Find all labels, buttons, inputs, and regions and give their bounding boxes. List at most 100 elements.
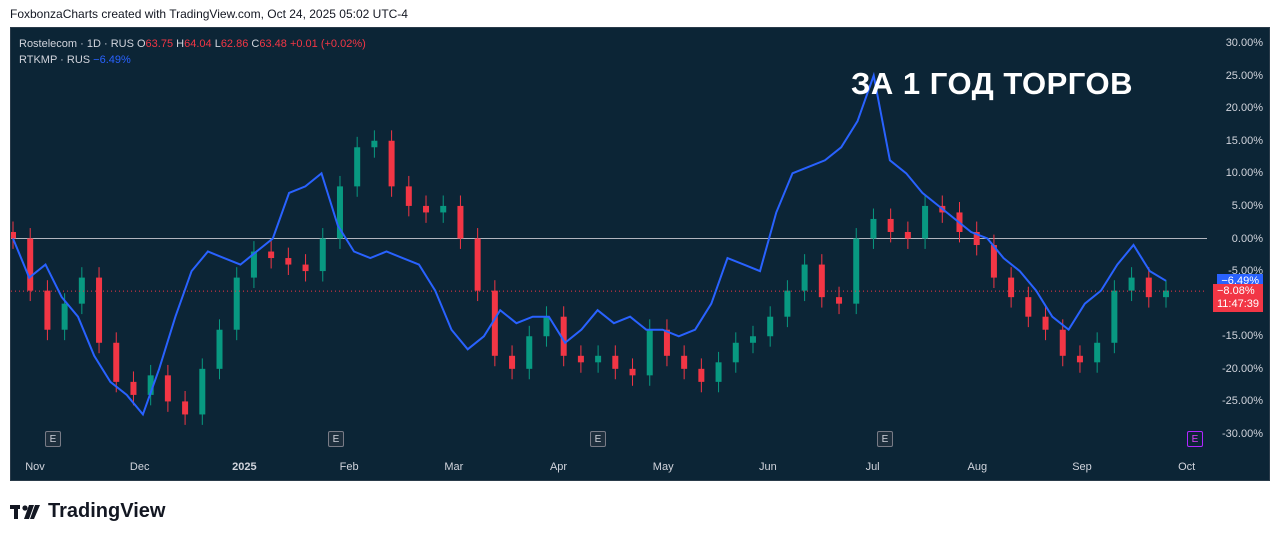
- candle: [612, 345, 619, 380]
- x-tick-label: Aug: [967, 461, 988, 473]
- main-symbol: Rostelecom · 1D · RUS: [19, 38, 134, 50]
- candle: [113, 332, 120, 393]
- time-scale[interactable]: NovDec2025FebMarAprMayJunJulAugSepOctNov: [11, 455, 1207, 480]
- candle: [96, 267, 103, 354]
- x-tick-label: Nov: [25, 461, 45, 473]
- low-value: 62.86: [220, 38, 249, 50]
- candle: [371, 130, 378, 158]
- candle: [354, 136, 361, 197]
- candle: [973, 221, 980, 256]
- compare-series-line: [12, 71, 1167, 417]
- x-tick-label: Jun: [759, 461, 777, 473]
- candle: [1094, 332, 1101, 373]
- x-tick-label: Jul: [865, 461, 880, 473]
- y-tick-label: 10.00%: [1225, 167, 1263, 180]
- candle: [715, 351, 722, 393]
- candle: [336, 175, 343, 249]
- plot-area[interactable]: [11, 28, 1207, 455]
- y-tick-label: 15.00%: [1225, 134, 1263, 147]
- tradingview-footer: TradingView: [10, 500, 165, 523]
- y-tick-label: 25.00%: [1225, 69, 1263, 82]
- tradingview-brand: TradingView: [48, 500, 166, 522]
- price-chart-svg[interactable]: [11, 28, 1207, 455]
- open-value: 63.75: [145, 38, 174, 50]
- candle: [1163, 280, 1169, 308]
- candle: [1042, 306, 1049, 341]
- legend: Rostelecom · 1D · RUS O63.75 H64.04 L62.…: [19, 36, 366, 68]
- candle: [801, 254, 808, 302]
- x-tick-label: Apr: [549, 461, 568, 473]
- candle: [732, 332, 739, 373]
- main-price-value: −8.08%: [1216, 285, 1255, 298]
- candle: [767, 306, 774, 347]
- chart-annotation: ЗА 1 ГОД ТОРГОВ: [851, 66, 1133, 101]
- x-tick-label: May: [652, 461, 674, 473]
- compare-symbol: RTKMP · RUS: [19, 54, 91, 66]
- chart-caption: FoxbonzaCharts created with TradingView.…: [10, 7, 408, 21]
- earnings-marker-icon[interactable]: E: [328, 431, 344, 447]
- candle: [663, 319, 670, 367]
- x-tick-label: Oct: [1178, 461, 1196, 473]
- candle: [44, 280, 51, 341]
- y-tick-label: -20.00%: [1222, 362, 1263, 375]
- y-tick-label: 0.00%: [1231, 232, 1263, 245]
- x-tick-label: 2025: [232, 461, 257, 473]
- candle: [853, 228, 860, 315]
- candle: [285, 247, 292, 275]
- candle: [130, 371, 137, 406]
- earnings-marker-icon[interactable]: E: [45, 431, 61, 447]
- y-tick-label: 20.00%: [1225, 102, 1263, 115]
- x-tick-label: Mar: [444, 461, 464, 473]
- candle: [474, 228, 481, 302]
- candle: [577, 345, 584, 373]
- y-tick-label: 5.00%: [1231, 199, 1263, 212]
- candle: [405, 175, 412, 217]
- candle: [1059, 319, 1066, 367]
- candle: [560, 306, 567, 367]
- legend-compare-row[interactable]: RTKMP · RUS −6.49%: [19, 52, 366, 68]
- candle: [543, 306, 550, 347]
- candle: [147, 364, 154, 406]
- candle: [887, 208, 894, 243]
- candle: [526, 325, 533, 380]
- candle: [922, 195, 929, 249]
- y-tick-label: -15.00%: [1222, 330, 1263, 343]
- candle: [78, 267, 85, 315]
- x-tick-label: Sep: [1072, 461, 1092, 473]
- candle: [629, 358, 636, 386]
- candle: [698, 358, 705, 393]
- candle: [509, 345, 516, 380]
- candle: [216, 319, 223, 380]
- upcoming-earnings-marker-icon[interactable]: E: [1187, 431, 1203, 447]
- candle: [1145, 267, 1152, 308]
- high-value: 64.04: [184, 38, 212, 50]
- candle: [1025, 286, 1032, 328]
- candle: [268, 241, 275, 269]
- candle: [681, 345, 688, 380]
- candle: [233, 267, 240, 341]
- candle: [11, 221, 16, 249]
- candle: [1008, 267, 1015, 308]
- earnings-marker-icon[interactable]: E: [877, 431, 893, 447]
- compare-value: −6.49%: [93, 54, 131, 66]
- candle: [440, 195, 447, 223]
- change-value: +0.01 (+0.02%): [289, 38, 366, 50]
- candle: [1076, 345, 1083, 373]
- candle: [319, 228, 326, 282]
- candle: [388, 130, 395, 197]
- legend-main-row[interactable]: Rostelecom · 1D · RUS O63.75 H64.04 L62.…: [19, 38, 366, 50]
- bar-countdown: 11:47:39: [1216, 298, 1259, 311]
- candle: [491, 280, 498, 367]
- candle: [250, 241, 257, 289]
- price-scale[interactable]: 30.00% 25.00% 20.00% 15.00% 10.00% 5.00% 0.00%…: [1207, 28, 1269, 455]
- x-tick-label: Feb: [339, 461, 359, 473]
- candle: [199, 358, 206, 425]
- candle: [990, 234, 997, 289]
- candle: [1128, 267, 1135, 302]
- earnings-marker-icon[interactable]: E: [590, 431, 606, 447]
- candle: [1111, 280, 1118, 354]
- main-price-badge: −8.08% 11:47:39: [1212, 284, 1263, 313]
- candle: [595, 345, 602, 373]
- candle: [423, 195, 430, 223]
- chart-panel[interactable]: Rostelecom · 1D · RUS O63.75 H64.04 L62.…: [10, 27, 1270, 481]
